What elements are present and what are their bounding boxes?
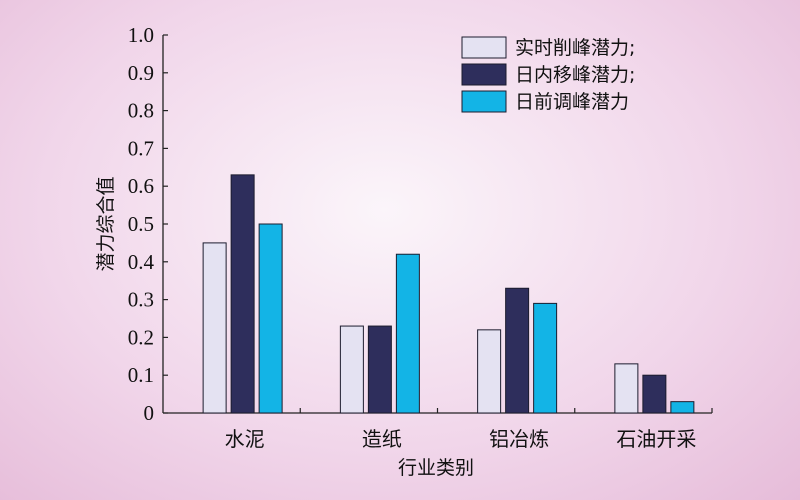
- y-tick-label: 1.0: [128, 23, 154, 47]
- legend-swatch: [461, 90, 507, 113]
- bar: [477, 329, 502, 414]
- x-tick-label: 石油开采: [616, 427, 696, 451]
- y-tick-label: 0.2: [128, 325, 154, 349]
- bar: [505, 287, 530, 414]
- y-axis-title: 潜力综合值: [95, 176, 117, 271]
- legend-swatch: [461, 63, 507, 86]
- legend-label: 日前调峰潜力: [515, 91, 629, 113]
- bar: [339, 325, 364, 414]
- bars: [202, 174, 695, 414]
- legend-label: 日内移峰潜力;: [515, 64, 635, 86]
- y-tick-label: 0.5: [128, 212, 154, 236]
- y-tick-label: 0.8: [128, 99, 154, 123]
- x-tick-label: 铝冶炼: [489, 427, 549, 451]
- y-tick-label: 0.1: [128, 363, 154, 387]
- bar: [230, 174, 255, 414]
- bar: [202, 242, 227, 414]
- y-axis: 0 0.1 0.2 0.3 0.4 0.5 0.6 0.7 0.8 0.9 1.0: [128, 23, 168, 425]
- x-axis: 水泥 造纸 铝冶炼 石油开采: [163, 408, 713, 451]
- legend-swatch: [461, 36, 507, 59]
- bar: [614, 363, 639, 414]
- y-tick-label: 0: [144, 401, 155, 425]
- y-tick-label: 0.4: [128, 250, 155, 274]
- y-tick-label: 0.9: [128, 61, 154, 85]
- y-tick-label: 0.7: [128, 136, 154, 160]
- bar: [642, 374, 667, 414]
- bar: [670, 401, 695, 414]
- x-axis-title: 行业类别: [398, 457, 474, 479]
- y-tick-label: 0.3: [128, 288, 154, 312]
- legend-label: 实时削峰潜力;: [515, 37, 635, 59]
- legend: 实时削峰潜力; 日内移峰潜力; 日前调峰潜力: [461, 36, 635, 113]
- x-tick-label: 水泥: [225, 427, 265, 451]
- y-tick-label: 0.6: [128, 174, 154, 198]
- bar: [395, 253, 420, 414]
- bar: [258, 223, 283, 414]
- bar: [367, 325, 392, 414]
- bar: [533, 302, 558, 414]
- x-tick-label: 造纸: [362, 427, 402, 451]
